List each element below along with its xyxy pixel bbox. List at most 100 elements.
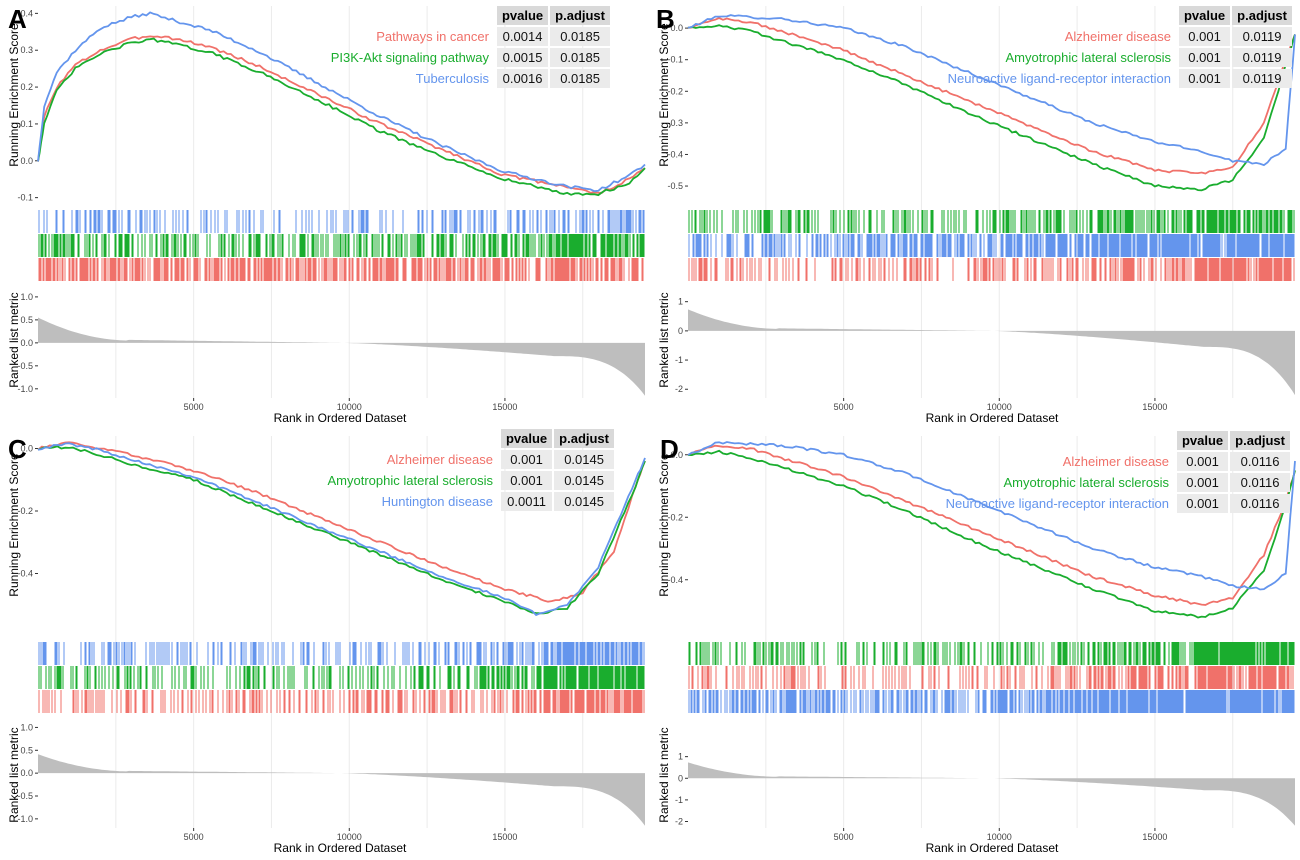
es-line-red: [37, 441, 646, 603]
metric-tick-label: -0.5: [17, 361, 33, 371]
es-line-blue: [687, 14, 1296, 167]
x-tick-label: 5000: [184, 832, 204, 842]
table-row: Amyotrophic lateral sclerosis 0.001 0.0116: [941, 473, 1290, 492]
es-line-red: [687, 444, 1296, 606]
metric-tick-label: 0.5: [20, 315, 33, 325]
y-tick-label: 0.0: [670, 23, 683, 33]
pvalue-cell: 0.0011: [500, 492, 553, 511]
metric-tick-label: 0.0: [20, 768, 33, 778]
series-name: Alzheimer disease: [1064, 29, 1171, 44]
y-tick-label: -0.1: [17, 193, 33, 203]
y-tick-label: 0.0: [20, 156, 33, 166]
series-name: Amyotrophic lateral sclerosis: [327, 473, 493, 488]
es-line-green: [37, 445, 646, 615]
x-axis-title: Rank in Ordered Dataset: [925, 841, 1059, 855]
hit-row-red: [688, 258, 1295, 281]
panel-b-svg: -0.5 -0.4 -0.3 -0.2 -0.1 0.0 1 0 -1 -2 5000 10000 15…: [667, 6, 1296, 412]
padjust-cell: 0.0185: [550, 48, 610, 67]
table-row: Tuberculosis 0.0016 0.0185: [326, 69, 610, 88]
stats-table: pvalue p.adjust Pathways in cancer 0.0014 0…: [324, 4, 612, 90]
panel-label: A: [8, 4, 27, 34]
x-axis-title: Rank in Ordered Dataset: [273, 841, 407, 855]
padjust-cell: 0.0116: [1230, 473, 1290, 492]
es-axis-title: Running Enrichment Score: [7, 23, 21, 167]
padjust-cell: 0.0145: [554, 471, 614, 490]
padjust-cell: 0.0119: [1232, 69, 1292, 88]
x-tick-label: 10000: [987, 832, 1012, 842]
series-name: Amyotrophic lateral sclerosis: [1005, 50, 1171, 65]
metric-area: [688, 762, 1295, 826]
x-tick-label: 15000: [1142, 832, 1167, 842]
metric-area: [38, 754, 645, 826]
pvalue-cell: 0.001: [1176, 452, 1229, 471]
es-axis-title: Running Enrichment Score: [7, 453, 21, 597]
table-row: Amyotrophic lateral sclerosis 0.001 0.0145: [323, 471, 614, 490]
panel-label: B: [656, 4, 675, 34]
padjust-cell: 0.0185: [550, 69, 610, 88]
es-line-green: [37, 37, 646, 197]
x-tick-label: 15000: [492, 832, 517, 842]
panel-b: -0.5 -0.4 -0.3 -0.2 -0.1 0.0 1 0 -1 -2 5000 10000 15…: [650, 0, 1300, 430]
y-tick-label: -0.2: [17, 506, 33, 516]
metric-tick-label: 0: [678, 326, 683, 336]
padjust-cell: 0.0116: [1230, 452, 1290, 471]
pvalue-header: pvalue: [500, 429, 553, 448]
stats-table: pvalue p.adjust Alzheimer disease 0.001 0.0…: [941, 4, 1294, 90]
series-name: Amyotrophic lateral sclerosis: [1003, 475, 1169, 490]
table-row: PI3K-Akt signaling pathway 0.0015 0.0185: [326, 48, 610, 67]
metric-axis-title: Ranked list metric: [7, 727, 21, 823]
x-tick-label: 15000: [1142, 402, 1167, 412]
padjust-header: p.adjust: [554, 429, 614, 448]
padjust-header: p.adjust: [1230, 431, 1290, 450]
pvalue-cell: 0.001: [500, 471, 553, 490]
table-row: Huntington disease 0.0011 0.0145: [323, 492, 614, 511]
metric-tick-label: -1.0: [17, 814, 33, 824]
metric-axis-title: Ranked list metric: [657, 292, 671, 388]
metric-tick-label: 1: [678, 752, 683, 762]
panel-c: -0.4 -0.2 0.0 1.0 0.5 0.0 -0.5 -1.0 5000 10000 150…: [0, 427, 650, 860]
x-axis-title: Rank in Ordered Dataset: [925, 411, 1059, 425]
panel-a: -0.1 0.0 0.1 0.2 0.3 0.4 1.0 0.5 0.0 -0.5 -1.0 5000…: [0, 0, 650, 430]
panel-label: D: [660, 434, 679, 464]
table-row: Alzheimer disease 0.001 0.0145: [323, 450, 614, 469]
hit-row-blue: [38, 210, 645, 233]
metric-tick-label: -2: [675, 384, 683, 394]
y-tick-label: -0.2: [667, 86, 683, 96]
padjust-cell: 0.0116: [1230, 494, 1290, 513]
metric-tick-label: 0.0: [20, 338, 33, 348]
metric-area: [38, 317, 645, 396]
padjust-cell: 0.0185: [550, 27, 610, 46]
table-row: Pathways in cancer 0.0014 0.0185: [326, 27, 610, 46]
y-tick-label: 0.0: [670, 450, 683, 460]
x-tick-label: 5000: [834, 402, 854, 412]
panel-d: -0.4 -0.2 0.0 1 0 -1 -2 5000 10000 15000 D Runnin…: [650, 430, 1300, 860]
y-tick-label: -0.3: [667, 118, 683, 128]
series-name: Huntington disease: [381, 494, 493, 509]
hit-row-red: [38, 258, 644, 281]
es-line-blue: [687, 441, 1296, 591]
x-tick-label: 15000: [492, 402, 517, 412]
pvalue-header: pvalue: [496, 6, 549, 25]
y-tick-label: -0.4: [667, 575, 683, 585]
series-name: Pathways in cancer: [376, 29, 489, 44]
metric-tick-label: -1: [675, 355, 683, 365]
es-line-green: [687, 24, 1296, 192]
hit-row-green: [38, 666, 645, 689]
y-tick-label: 0.0: [20, 444, 33, 454]
y-tick-label: -0.1: [667, 55, 683, 65]
metric-tick-label: 1: [678, 297, 683, 307]
hit-row-red: [688, 666, 1294, 689]
y-tick-label: 0.4: [20, 8, 33, 18]
pvalue-cell: 0.001: [1176, 473, 1229, 492]
metric-area: [688, 309, 1295, 396]
metric-tick-label: -1: [675, 795, 683, 805]
table-row: Alzheimer disease 0.001 0.0119: [943, 27, 1292, 46]
x-tick-label: 5000: [184, 402, 204, 412]
metric-tick-label: 0: [678, 773, 683, 783]
series-name: Alzheimer disease: [386, 452, 493, 467]
stats-table: pvalue p.adjust Alzheimer disease 0.001 0.0…: [321, 427, 616, 513]
padjust-cell: 0.0119: [1232, 27, 1292, 46]
padjust-header: p.adjust: [550, 6, 610, 25]
x-tick-label: 10000: [337, 832, 362, 842]
es-line-green: [687, 449, 1296, 619]
